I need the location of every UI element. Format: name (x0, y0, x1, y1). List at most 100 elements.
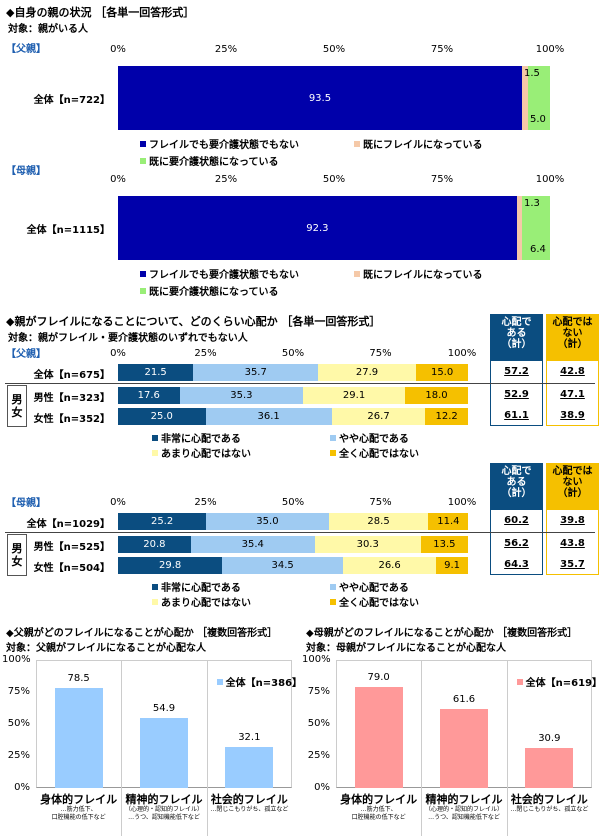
sum-value-worried: 57.2 (504, 366, 529, 377)
bar-segment: 35.4 (190, 536, 315, 553)
legend-swatch (216, 678, 223, 685)
axis-tick: 50% (322, 44, 346, 55)
axis-tick: 0% (110, 44, 126, 55)
sum-value-worried: 61.1 (504, 410, 529, 421)
bar-segment: 12.2 (425, 408, 468, 425)
y-tick: 25% (307, 750, 330, 761)
section1-title: ◆自身の親の状況 ［各単一回答形式］ (6, 6, 195, 19)
bar-segment: 15.0 (415, 364, 469, 381)
sum-header-not-worried: 心配では ない （計） (546, 314, 599, 360)
sum-box-not-worried (546, 360, 599, 426)
category-note: （心理的・認知的フレイル） …うつ、認知機能低下など (424, 806, 503, 821)
legend-item: フレイルでも要介護状態でもない (140, 136, 299, 151)
legend-item: あまり心配ではない (152, 445, 251, 460)
bar-segment: 11.4 (428, 513, 469, 530)
data-label: 1.3 (524, 198, 540, 209)
legend-item: 既に要介護状態になっている (140, 283, 279, 298)
bar-segment: 35.7 (193, 364, 319, 381)
category-divider (121, 660, 123, 836)
row-label: 男性【n=525】 (33, 542, 110, 553)
bar-segment: 29.8 (118, 557, 223, 574)
sum-value-worried: 60.2 (504, 515, 529, 526)
data-label: 6.4 (530, 244, 546, 255)
data-label: 61.6 (452, 694, 476, 706)
bar-segment: 13.5 (420, 536, 468, 553)
data-label: 30.9 (538, 733, 561, 745)
legend-swatch (354, 140, 360, 147)
legend-label: フレイルでも要介護状態でもない (149, 270, 299, 281)
section3-father-subtitle: 対象：父親がフレイルになることが心配な人 (6, 643, 206, 654)
category-label: 身体的フレイル (40, 793, 118, 806)
category-note: …閉じこもりがち、孤立など (210, 806, 289, 813)
bar-segment (522, 196, 550, 260)
section3-father-title: ◆父親がどのフレイルになることが心配か ［複数回答形式］ (6, 628, 278, 639)
bar-segment: 34.5 (222, 557, 344, 574)
row-label: 全体【n=722】 (33, 95, 110, 106)
axis-tick: 100% (447, 497, 477, 508)
gender-char: 男 (11, 393, 23, 406)
category-note: （心理的・認知的フレイル） …うつ、認知機能低下など (124, 806, 203, 821)
axis-tick: 75% (369, 348, 392, 359)
legend-label: やや心配である (339, 434, 409, 445)
legend-item: 非常に心配である (152, 579, 241, 594)
legend-swatch (140, 157, 146, 164)
legend-swatch (152, 583, 158, 590)
bar-segment: 18.0 (405, 387, 468, 404)
bar-segment: 36.1 (205, 408, 332, 425)
row-label: 女性【n=352】 (33, 414, 110, 425)
bar-segment (516, 196, 523, 260)
section3-mother-subtitle: 対象：母親がフレイルになることが心配な人 (306, 643, 506, 654)
data-label: 32.1 (238, 731, 261, 743)
legend-label: フレイルでも要介護状態でもない (149, 140, 299, 151)
legend-swatch (140, 140, 146, 147)
row-label: 女性【n=504】 (33, 563, 110, 574)
bar-segment: 26.6 (343, 557, 437, 574)
y-tick: 75% (307, 686, 330, 697)
gender-group-label: 男女 (7, 385, 27, 427)
legend-label: 全く心配ではない (339, 598, 419, 609)
data-label: 5.0 (530, 114, 546, 125)
legend-swatch (330, 449, 336, 456)
category-label: 身体的フレイル (340, 793, 418, 806)
legend-swatch (152, 598, 158, 605)
axis-tick: 0% (110, 348, 126, 359)
axis-tick: 50% (322, 174, 346, 185)
data-label: 78.5 (67, 672, 90, 684)
legend-item: 既にフレイルになっている (354, 266, 483, 281)
legend-swatch (354, 270, 360, 277)
bar-segment: 21.5 (118, 364, 194, 381)
bar-segment: 35.0 (206, 513, 329, 530)
bar-segment (528, 66, 550, 130)
divider (5, 532, 595, 533)
y-tick: 75% (7, 686, 30, 697)
bar-segment: 93.5 (118, 66, 522, 130)
legend-item: 全く心配ではない (330, 445, 419, 460)
axis-tick: 100% (535, 44, 565, 55)
data-label: 1.5 (524, 68, 540, 79)
axis-tick: 25% (214, 44, 238, 55)
axis-tick: 100% (447, 348, 477, 359)
axis-tick: 25% (194, 348, 217, 359)
axis-tick: 75% (430, 174, 454, 185)
father-label-1: 【父親】 (6, 44, 46, 55)
gender-char: 女 (11, 406, 23, 419)
data-label: 54.9 (152, 702, 176, 714)
legend-item: 全く心配ではない (330, 594, 419, 609)
axis-tick: 50% (281, 497, 305, 508)
sum-value-worried: 64.3 (504, 559, 529, 570)
axis-tick: 25% (194, 497, 217, 508)
sum-value-not-worried: 39.8 (560, 515, 585, 526)
category-note: …筋力低下、 口腔機能の低下など (51, 806, 106, 821)
sum-value-not-worried: 43.8 (560, 538, 585, 549)
legend-swatch (140, 287, 146, 294)
bar-segment: 17.6 (118, 387, 180, 404)
legend-swatch (330, 598, 336, 605)
sum-header-worried: 心配で ある （計） (490, 463, 543, 509)
legend-label: やや心配である (339, 583, 409, 594)
legend-label: 非常に心配である (161, 434, 241, 445)
gender-char: 男 (11, 542, 23, 555)
section3-mother-title: ◆母親がどのフレイルになることが心配か ［複数回答形式］ (306, 628, 578, 639)
row-label: 男性【n=323】 (33, 393, 110, 404)
bar-segment: 29.1 (303, 387, 405, 404)
sum-value-not-worried: 47.1 (560, 389, 585, 400)
